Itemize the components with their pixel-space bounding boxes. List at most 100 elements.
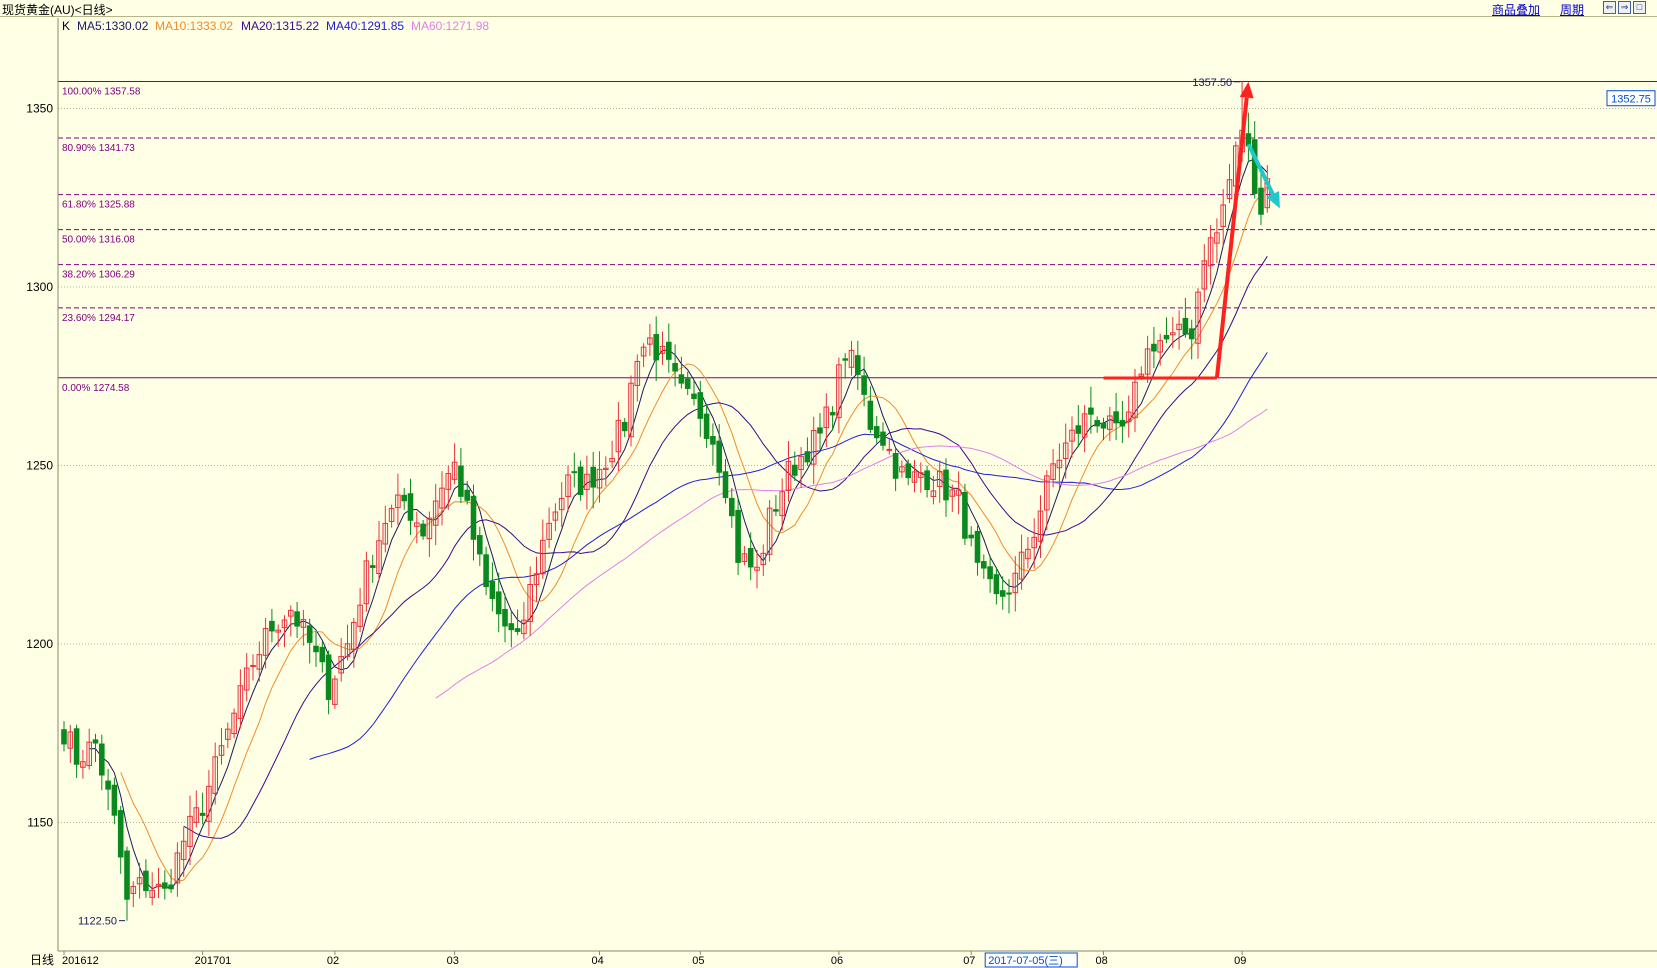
candle-body [842,358,849,361]
candle-body [918,472,924,478]
candle-body [111,784,118,816]
legend-ma60: MA60:1271.98 [411,19,490,33]
candle-body [117,810,124,858]
candle-body [168,884,174,890]
candle-body [1113,411,1119,424]
candle-body [300,619,307,628]
candle-body [609,458,615,463]
candle-body [1100,422,1107,429]
candle-body [836,364,842,419]
period-button[interactable]: 周期 [1560,3,1585,17]
cursor-date-box [984,952,1078,968]
candle-body [892,453,899,479]
candle-body [445,473,452,490]
candle-body [1075,425,1082,434]
candle-body [105,780,111,790]
annotations: 1357.50 1122.50 1352.75 [78,77,1656,928]
candle-body [401,494,407,502]
candle-body [873,426,880,439]
nav-left-icon[interactable]: ⇐ [1603,1,1616,14]
candle-body [1214,232,1220,244]
candle-body [288,609,294,617]
window-toggle-icon[interactable]: □ [1633,1,1646,14]
candle-body [80,761,86,768]
candle-body [92,739,99,744]
candle-body [987,566,993,580]
candle-body [521,619,527,635]
candle-body [899,466,905,473]
candle-body [867,400,874,430]
current-price-label: 1352.75 [1611,94,1651,106]
x-tick-label: 201701 [195,955,232,967]
ma20-line [183,256,1268,839]
candle-body [792,464,798,476]
candles [61,81,1271,921]
ma40-line [309,352,1268,760]
candle-body [325,654,332,700]
candle-body [514,628,521,632]
candle-body [546,522,552,540]
x-tick-label: 06 [831,955,843,967]
candle-body [829,412,836,416]
nav-right-icon[interactable]: ⇒ [1618,1,1631,14]
candle-body [716,440,723,473]
candle-body [1107,415,1113,430]
current-price-box [1606,90,1656,107]
candle-body [672,363,678,372]
candle-body [470,495,477,540]
moving-averages [89,158,1268,890]
candle-body [1094,420,1101,427]
candle-body [684,378,691,389]
candle-body [577,466,584,495]
legend-ma40: MA40:1291.85 [326,19,405,33]
candle-body [1182,317,1189,335]
top-bar: 现货黄金(AU)<日线> 商品叠加 周期 ⇐ ⇒ □ [0,0,1657,17]
candle-body [804,451,811,463]
candle-body [936,470,943,487]
candle-body [571,471,578,474]
candle-body [1031,536,1038,549]
overlay-commodity-button[interactable]: 商品叠加 [1492,3,1541,17]
candle-body [332,678,338,705]
candle-body [615,419,622,453]
candle-body [823,406,830,429]
candle-body [369,565,376,568]
ma60-line [435,408,1268,699]
candle-body [1226,179,1233,199]
candle-body [432,500,439,526]
candle-body [149,889,155,898]
candle-body [407,493,414,521]
x-axis-prefix: 日线 [30,953,54,967]
candle-body [1201,260,1208,290]
candle-body [363,560,370,605]
candle-body [439,487,445,509]
candle-body [703,413,710,439]
arrow-down-head [1266,191,1280,209]
legend-ma20: MA20:1315.22 [241,19,320,33]
candle-body [659,345,666,354]
candle-body [357,604,363,628]
fib-label: 100.00% 1357.58 [62,86,141,97]
candle-body [136,877,143,885]
candle-body [495,591,502,615]
candle-body [710,436,716,445]
candle-body [1069,429,1075,442]
candle-body [508,623,515,631]
candle-body [861,375,867,395]
candle-body [1025,548,1031,560]
candle-body [338,656,344,674]
candle-body [1006,592,1012,595]
candle-body [949,489,956,497]
candle-body [886,448,893,451]
candle-body [880,431,886,446]
candle-body [779,491,786,517]
candle-body [722,471,729,499]
candle-body [993,574,1000,595]
candle-body [955,489,962,496]
candle-body [1062,442,1069,460]
fib-label: 23.60% 1294.17 [62,313,135,324]
legend-k: K [62,19,71,33]
candle-body [1132,381,1138,419]
candle-body [1144,348,1151,375]
